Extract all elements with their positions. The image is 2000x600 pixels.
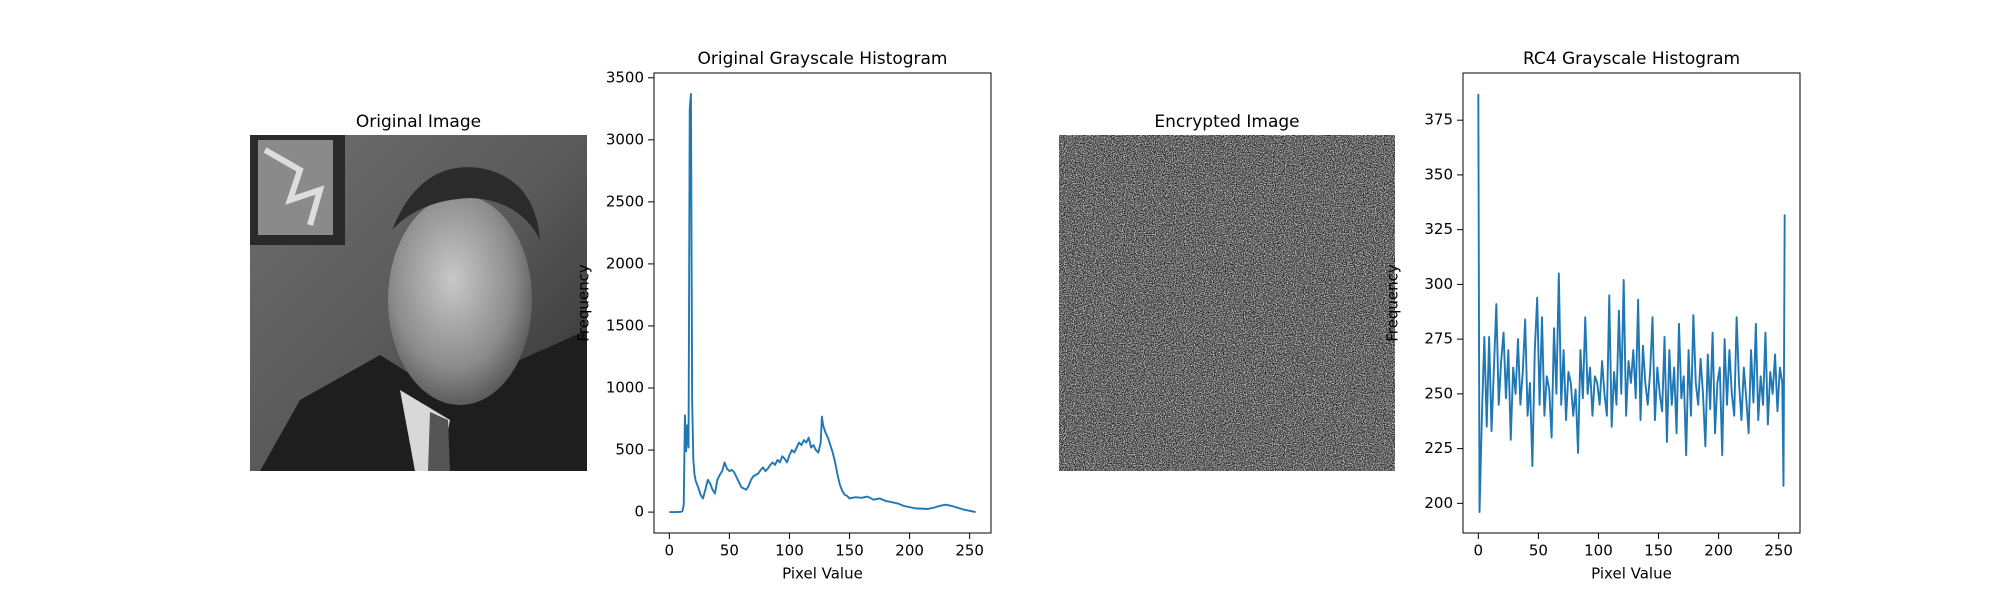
y-axis-label: Frequency: [575, 264, 593, 342]
y-tick-label: 225: [1424, 439, 1453, 457]
encrypted-image: [1059, 135, 1395, 471]
y-tick-label: 1000: [606, 379, 644, 397]
y-tick-label: 2500: [606, 192, 644, 210]
x-tick-label: 200: [895, 542, 924, 560]
y-tick-label: 375: [1424, 111, 1453, 129]
x-tick-label: 0: [1474, 542, 1484, 560]
y-tick-label: 300: [1424, 275, 1453, 293]
x-tick-label: 250: [955, 542, 984, 560]
image-title: Original Image: [356, 112, 481, 132]
x-tick-label: 250: [1764, 542, 1793, 560]
x-tick-label: 0: [665, 542, 675, 560]
image-title: Encrypted Image: [1154, 112, 1299, 132]
y-tick-label: 350: [1424, 165, 1453, 183]
x-tick-label: 50: [1529, 542, 1548, 560]
original-image: [250, 135, 587, 471]
x-tick-label: 100: [1584, 542, 1613, 560]
y-tick-label: 0: [634, 503, 644, 521]
x-axis-label: Pixel Value: [1591, 565, 1672, 583]
x-tick-label: 150: [835, 542, 864, 560]
y-tick-label: 275: [1424, 330, 1453, 348]
axes-frame: [653, 72, 992, 534]
y-tick-label: 500: [615, 441, 644, 459]
y-tick-label: 200: [1424, 494, 1453, 512]
x-axis-label: Pixel Value: [782, 565, 863, 583]
x-tick-label: 100: [775, 542, 804, 560]
y-tick-label: 250: [1424, 384, 1453, 402]
data-line: [669, 92, 976, 514]
y-tick-label: 1500: [606, 316, 644, 334]
x-tick-label: 150: [1644, 542, 1673, 560]
y-tick-label: 325: [1424, 220, 1453, 238]
x-tick-label: 200: [1704, 542, 1733, 560]
data-line: [1477, 93, 1786, 514]
axes-frame: [1462, 72, 1801, 534]
y-tick-label: 3500: [606, 68, 644, 86]
y-axis-label: Frequency: [1384, 264, 1402, 342]
chart-title: RC4 Grayscale Histogram: [1523, 49, 1740, 69]
chart-title: Original Grayscale Histogram: [698, 49, 948, 69]
y-tick-label: 3000: [606, 130, 644, 148]
y-tick-label: 2000: [606, 254, 644, 272]
x-tick-label: 50: [720, 542, 739, 560]
